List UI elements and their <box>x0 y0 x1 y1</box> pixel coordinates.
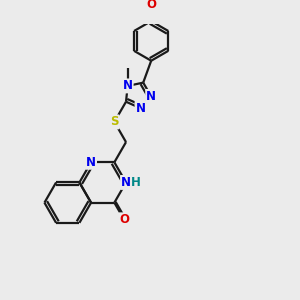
Text: N: N <box>86 156 96 169</box>
Text: O: O <box>146 0 156 11</box>
Text: N: N <box>136 102 146 115</box>
Text: S: S <box>110 116 118 128</box>
Text: N: N <box>121 176 131 189</box>
Text: N: N <box>123 80 133 92</box>
Text: H: H <box>131 176 140 189</box>
Text: O: O <box>119 213 129 226</box>
Text: N: N <box>146 90 156 103</box>
